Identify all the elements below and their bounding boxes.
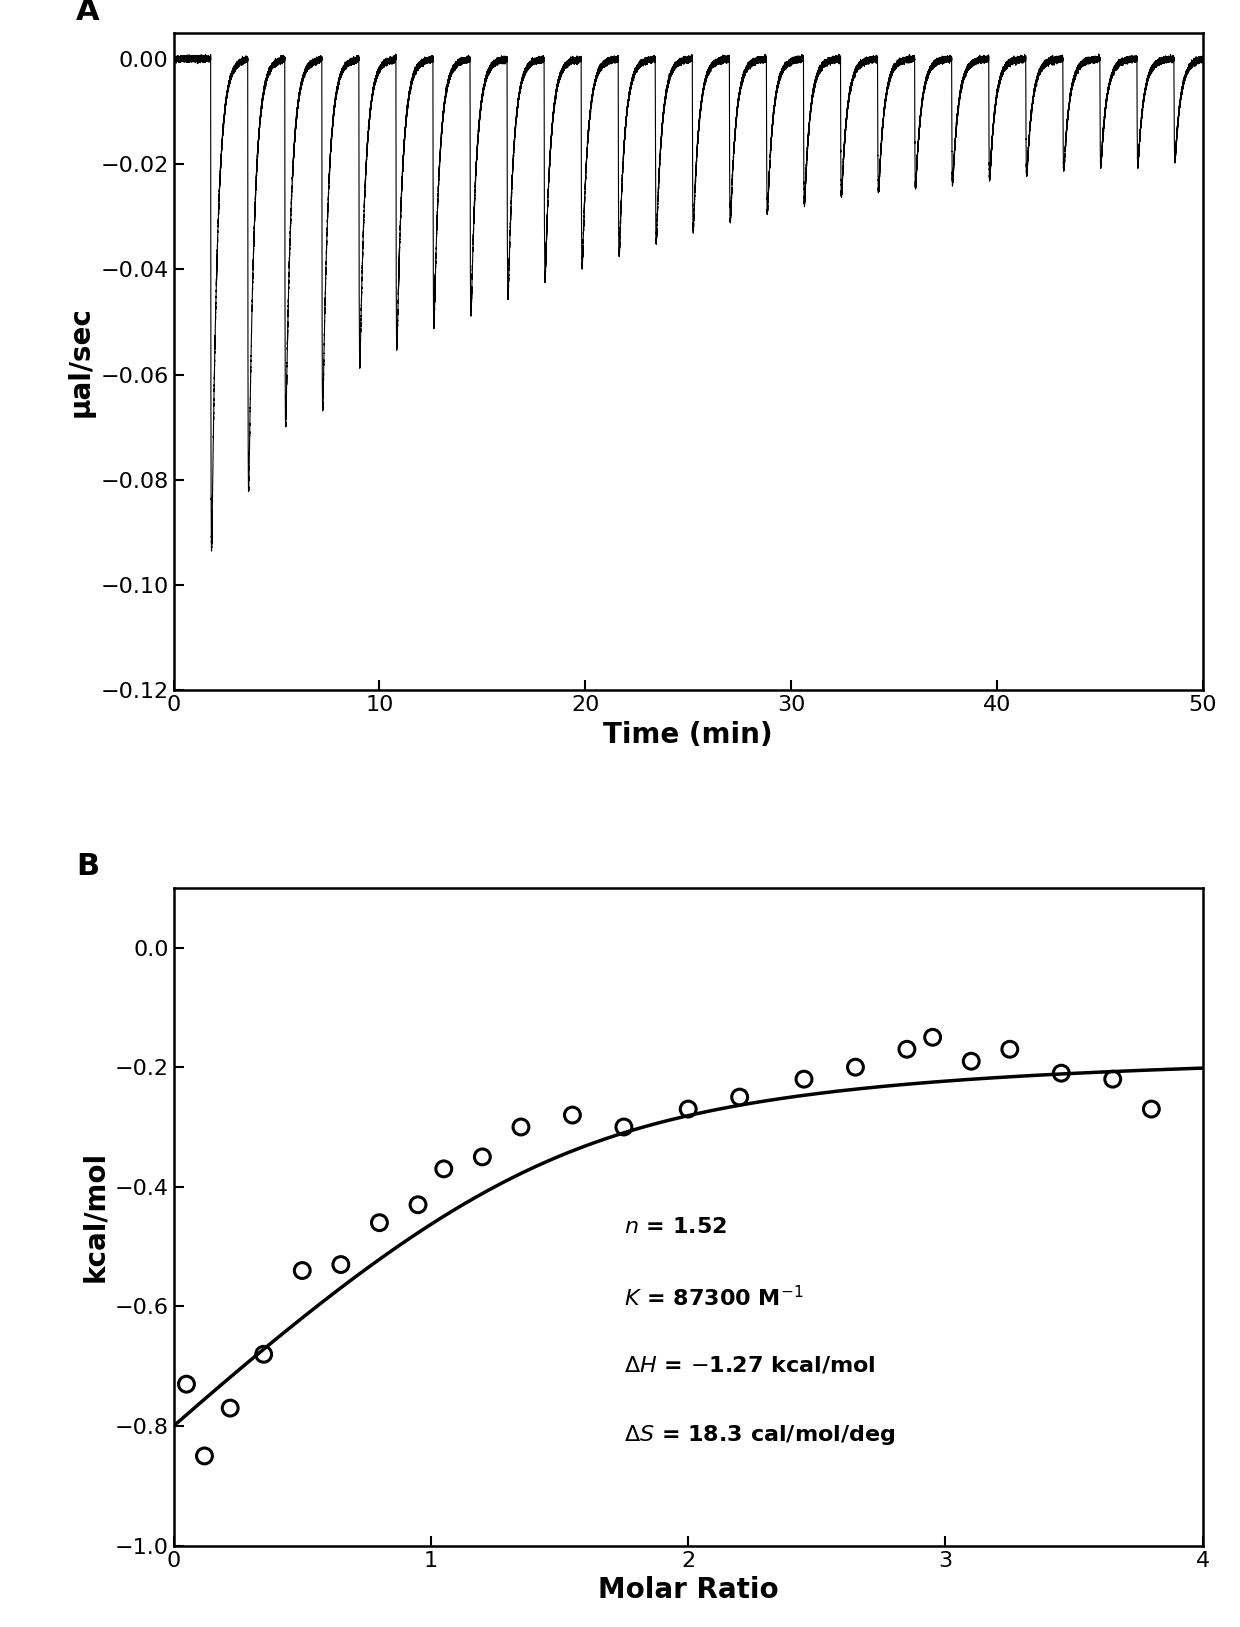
Point: [794, 1066, 813, 1092]
Point: [408, 1191, 428, 1217]
Point: [293, 1258, 312, 1284]
Point: [472, 1144, 492, 1170]
Text: $\it{n}$ = 1.52: $\it{n}$ = 1.52: [624, 1217, 727, 1237]
Point: [331, 1251, 351, 1277]
Point: [897, 1036, 916, 1062]
Point: [254, 1341, 274, 1367]
Text: $\it{K}$ = 87300 M$^{-1}$: $\it{K}$ = 87300 M$^{-1}$: [624, 1285, 804, 1311]
Text: $\it{\Delta S}$ = 18.3 cal/mol/deg: $\it{\Delta S}$ = 18.3 cal/mol/deg: [624, 1424, 895, 1446]
Point: [563, 1101, 583, 1128]
Point: [614, 1114, 634, 1141]
Point: [221, 1394, 241, 1420]
Point: [370, 1210, 389, 1237]
Text: A: A: [76, 0, 99, 26]
Point: [846, 1054, 866, 1080]
Point: [678, 1097, 698, 1123]
Point: [729, 1084, 749, 1110]
Point: [195, 1443, 215, 1469]
Y-axis label: μal/sec: μal/sec: [67, 306, 95, 417]
Point: [923, 1025, 942, 1051]
Point: [961, 1048, 981, 1074]
Point: [1052, 1061, 1071, 1087]
X-axis label: Molar Ratio: Molar Ratio: [598, 1577, 779, 1604]
Point: [999, 1036, 1019, 1062]
Point: [1102, 1066, 1122, 1092]
Text: $\it{\Delta H}$ = $-$1.27 kcal/mol: $\it{\Delta H}$ = $-$1.27 kcal/mol: [624, 1354, 875, 1375]
Text: B: B: [76, 853, 99, 882]
Y-axis label: kcal/mol: kcal/mol: [81, 1152, 109, 1282]
X-axis label: Time (min): Time (min): [604, 721, 773, 748]
Point: [176, 1372, 196, 1398]
Point: [434, 1155, 454, 1181]
Point: [1141, 1097, 1161, 1123]
Point: [511, 1114, 531, 1141]
